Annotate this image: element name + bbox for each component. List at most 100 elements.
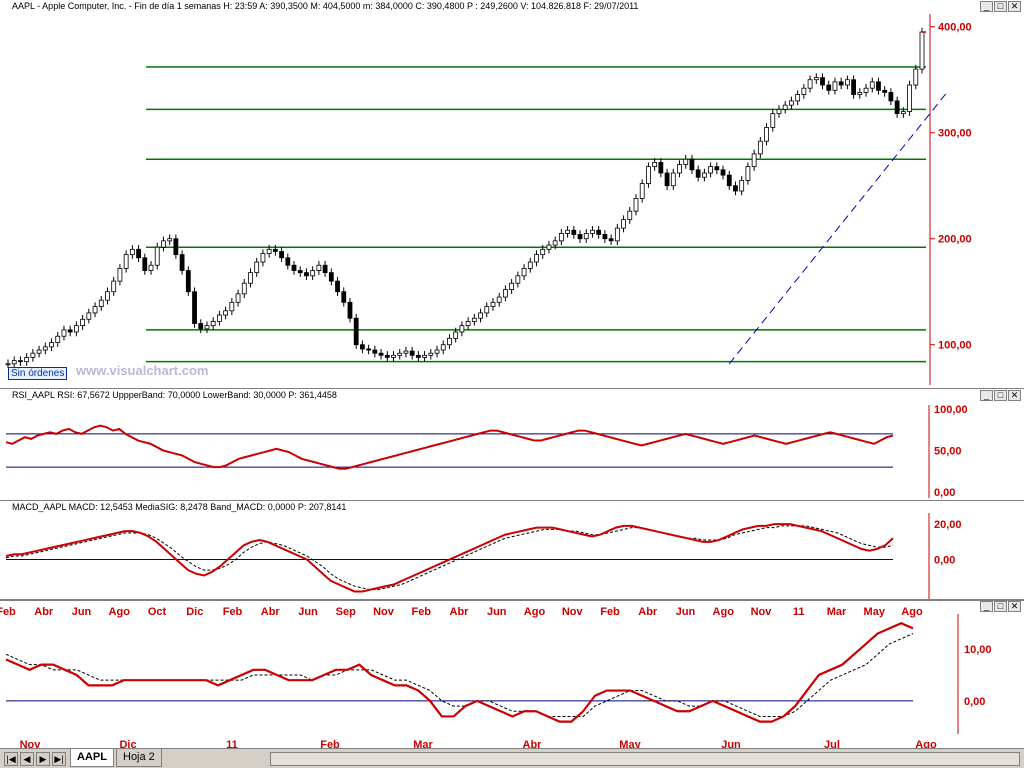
candle-body [353, 317, 359, 346]
candle-body [739, 180, 745, 192]
candle-body [764, 127, 769, 142]
x-tick-label: Abr [261, 606, 281, 618]
x-tick-label: Jun [487, 606, 507, 618]
candle-body [297, 270, 303, 274]
candle-body [496, 296, 502, 303]
macd-chart[interactable]: 0,00 20,00 [0, 501, 1024, 601]
candle-body [372, 349, 378, 354]
candle-body [397, 352, 403, 356]
maximize-button[interactable]: □ [994, 601, 1007, 612]
candle-body [490, 301, 496, 307]
candle-body [98, 299, 104, 307]
candle-body [869, 81, 875, 89]
close-button[interactable]: ✕ [1008, 390, 1021, 401]
candle-body [658, 161, 664, 174]
candle-body [248, 272, 253, 284]
candle-body [546, 244, 552, 250]
minimize-button[interactable]: _ [980, 390, 993, 401]
candle-body [285, 257, 291, 266]
tab-aapl[interactable]: AAPL [70, 749, 114, 767]
x-tick-label: Abr [34, 606, 54, 618]
candle-body [689, 158, 695, 171]
x-tick-label: Jun [676, 606, 696, 618]
minimize-button[interactable]: _ [980, 1, 993, 12]
osc-tick-label: 0,00 [964, 696, 985, 708]
oscillator-panel[interactable]: _ □ ✕ 0,00 10,00 Nov Dic 11 Feb Mar Abr May Jun Ju… [0, 599, 1024, 748]
candle-body [844, 79, 850, 86]
candle-body [907, 84, 912, 112]
osc-signal-line [5, 633, 914, 717]
oscillator-chart[interactable]: 0,00 10,00 Nov Dic 11 Feb Mar Abr May Jun Jul Ago [0, 600, 1024, 748]
candle-body [92, 306, 98, 314]
candle-body [49, 342, 54, 348]
macd-panel[interactable]: MACD_AAPL MACD: 12,5453 MediaSIG: 8,2478… [0, 501, 1024, 601]
candle-body [111, 280, 117, 293]
osc-panel-controls: _ □ ✕ [980, 601, 1021, 612]
osc-line [5, 621, 914, 723]
candle-body [900, 111, 906, 115]
candle-body [670, 172, 676, 187]
candle-body [198, 323, 204, 330]
price-chart[interactable]: 100,00 200,00 300,00 400,00 [0, 0, 1024, 389]
candle-body [310, 270, 316, 277]
next-sheet-button[interactable]: ▶ [36, 752, 50, 766]
candle-body [776, 109, 782, 115]
candle-body [733, 185, 738, 192]
minimize-button[interactable]: _ [980, 601, 993, 612]
prev-sheet-button[interactable]: ◀ [20, 752, 34, 766]
last-sheet-button[interactable]: ▶| [52, 752, 66, 766]
candle-body [378, 352, 384, 356]
horizontal-scrollbar[interactable] [270, 752, 1020, 766]
close-button[interactable]: ✕ [1008, 601, 1021, 612]
x-tick-label: Oct [148, 606, 167, 618]
candle-body [61, 329, 67, 337]
candle-body [403, 350, 409, 354]
tab-hoja-2[interactable]: Hoja 2 [116, 749, 162, 767]
rsi-chart[interactable]: 0,00 50,00 100,00 [0, 389, 1024, 501]
candle-body [882, 89, 888, 93]
candle-body [751, 153, 757, 168]
candle-body [459, 325, 465, 333]
x-tick-label: Feb [411, 606, 431, 618]
candle-body [241, 282, 247, 295]
macd-tick-label: 0,00 [934, 555, 955, 567]
candle-body [782, 104, 788, 110]
candle-body [86, 312, 92, 320]
x-tick-label: 11 [793, 606, 805, 618]
close-button[interactable]: ✕ [1008, 1, 1021, 12]
candle-body [304, 272, 309, 277]
candle-body [527, 261, 533, 269]
x-tick-label: Feb [223, 606, 243, 618]
first-sheet-button[interactable]: |◀ [4, 752, 18, 766]
candle-body [795, 94, 801, 102]
candle-body [30, 352, 36, 358]
candle-body [639, 183, 645, 199]
candle-body [851, 79, 857, 95]
x-tick-label: Ago [901, 606, 923, 618]
candle-body [521, 267, 527, 277]
osc-tick-label: 10,00 [964, 644, 992, 656]
candle-body [117, 267, 123, 282]
osc-x-tick-label: Jul [824, 739, 840, 748]
candle-body [695, 169, 701, 178]
x-tick-label: Abr [450, 606, 470, 618]
candle-body [136, 248, 141, 259]
x-tick-label: Ago [713, 606, 735, 618]
sin-ordenes-label[interactable]: Sin órdenes [8, 367, 68, 380]
candle-body [726, 174, 732, 187]
maximize-button[interactable]: □ [994, 390, 1007, 401]
candle-body [826, 84, 832, 91]
candle-body [863, 87, 869, 93]
osc-x-tick-label: Abr [523, 739, 543, 748]
candle-body [596, 229, 602, 235]
candle-body [347, 301, 353, 319]
price-panel[interactable]: AAPL - Apple Computer, Inc. - Fin de día… [0, 0, 1024, 389]
trend-line [728, 92, 948, 365]
maximize-button[interactable]: □ [994, 1, 1007, 12]
candle-body [142, 257, 148, 271]
candle-body [664, 172, 670, 187]
candle-body [223, 310, 229, 316]
candle-body [770, 113, 776, 128]
candle-body [335, 280, 340, 293]
rsi-panel[interactable]: RSI_AAPL RSI: 67,5672 UppperBand: 70,000… [0, 389, 1024, 501]
